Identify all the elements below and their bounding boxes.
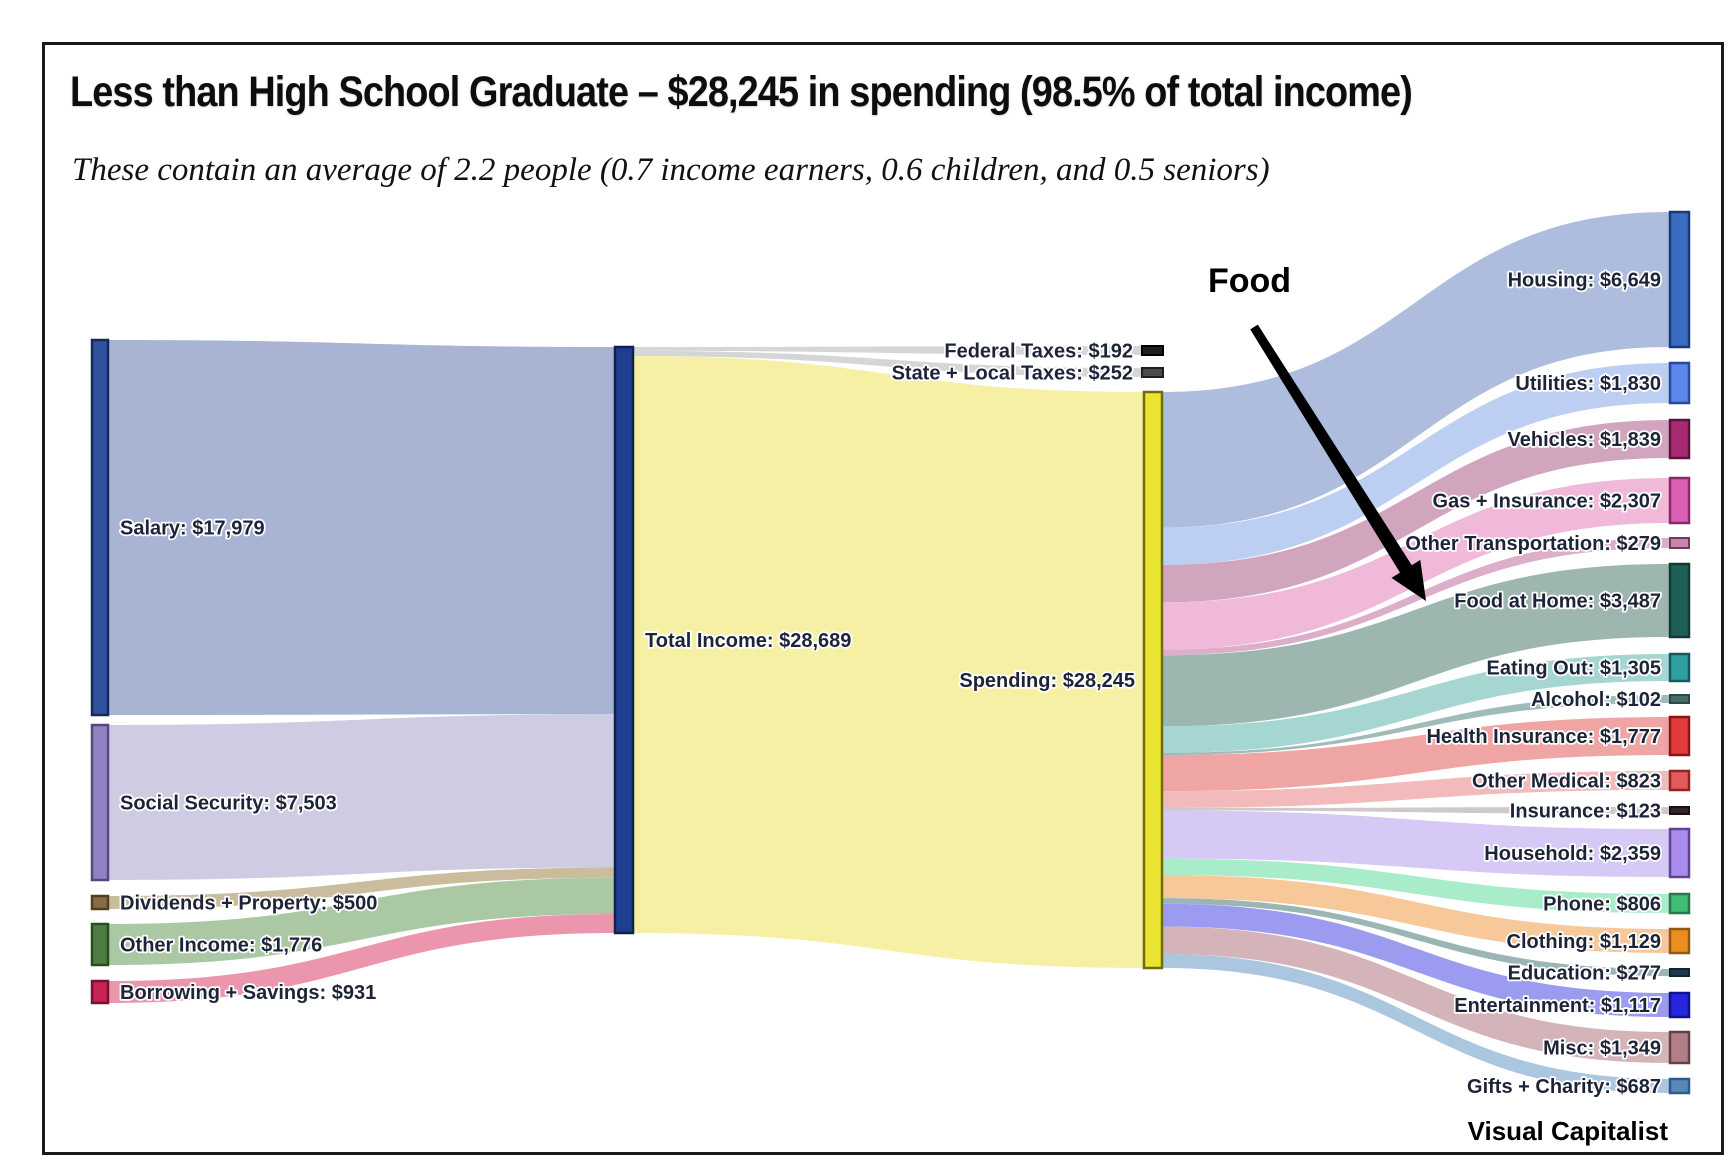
node-other_medical — [1668, 769, 1691, 792]
flow-spending-to-health_insurance — [1162, 717, 1670, 792]
node-vehicles — [1668, 418, 1691, 460]
label-vehicles: Vehicles: $1,839 — [1508, 429, 1661, 451]
node-alcohol — [1669, 694, 1690, 704]
flow-spending-to-utilities — [1162, 363, 1670, 565]
flow-borrowing_savings-to-total_income — [108, 914, 615, 1003]
node-state_local_taxes — [1141, 367, 1164, 378]
flow-spending-to-gifts_charity — [1162, 954, 1670, 1093]
label-salary: Salary: $17,979 — [120, 518, 265, 540]
flow-dividends_property-to-total_income — [108, 867, 615, 909]
node-gifts_charity — [1668, 1077, 1691, 1095]
node-federal_taxes — [1141, 345, 1164, 356]
node-food_at_home — [1668, 562, 1691, 639]
node-borrowing_savings — [90, 979, 110, 1005]
flow-spending-to-vehicles — [1162, 420, 1670, 603]
node-utilities — [1668, 361, 1691, 405]
flow-spending-to-eating_out — [1162, 654, 1670, 753]
sankey-flows — [108, 212, 1670, 1093]
node-household — [1668, 827, 1691, 879]
flow-spending-to-food_at_home — [1162, 564, 1670, 727]
sankey-labels: Salary: $17,979 Social Security: $7,503 Di… — [118, 268, 1663, 1100]
food-annotation-arrow — [1250, 324, 1426, 601]
sankey-nodes — [90, 210, 1691, 1095]
node-phone — [1668, 892, 1691, 915]
label-misc: Misc: $1,349 — [1543, 1038, 1661, 1060]
label-entertainment: Entertainment: $1,117 — [1454, 995, 1661, 1017]
label-eating_out: Eating Out: $1,305 — [1487, 658, 1662, 680]
label-health_insurance: Health Insurance: $1,777 — [1426, 726, 1661, 748]
label-total_income: Total Income: $28,689 — [645, 630, 851, 652]
node-total_income — [613, 345, 635, 935]
flow-spending-to-other_transportation — [1162, 538, 1670, 656]
node-salary — [90, 338, 110, 717]
label-housing: Housing: $6,649 — [1508, 270, 1661, 292]
label-spending: Spending: $28,245 — [959, 670, 1135, 692]
flow-social_security-to-total_income — [108, 714, 615, 880]
node-spending — [1142, 390, 1164, 970]
flow-spending-to-phone — [1162, 858, 1670, 913]
label-phone: Phone: $806 — [1543, 894, 1661, 916]
node-dividends_property — [90, 894, 110, 911]
node-eating_out — [1668, 652, 1691, 683]
flow-other_income-to-total_income — [108, 877, 615, 965]
food-annotation-label: Food — [1208, 262, 1292, 300]
label-gas_insurance: Gas + Insurance: $2,307 — [1433, 491, 1661, 513]
label-insurance: Insurance: $123 — [1510, 801, 1661, 823]
attribution-visual-capitalist: Visual Capitalist — [1467, 1116, 1668, 1146]
node-insurance — [1669, 806, 1690, 815]
node-entertainment — [1668, 991, 1691, 1019]
flow-total_income-to-state_local_taxes — [633, 350, 1142, 377]
node-social_security — [90, 723, 110, 882]
label-household: Household: $2,359 — [1484, 843, 1661, 865]
node-housing — [1668, 210, 1691, 349]
node-other_income — [90, 922, 110, 967]
label-borrowing_savings: Borrowing + Savings: $931 — [120, 982, 376, 1004]
chart-subtitle: These contain an average of 2.2 people (… — [72, 152, 1270, 188]
label-federal_taxes: Federal Taxes: $192 — [944, 341, 1133, 363]
flow-total_income-to-spending — [633, 356, 1144, 969]
flow-spending-to-misc — [1162, 926, 1670, 1063]
label-alcohol: Alcohol: $102 — [1531, 689, 1661, 711]
label-clothing: Clothing: $1,129 — [1507, 931, 1661, 953]
label-other_income: Other Income: $1,776 — [120, 935, 322, 957]
flow-spending-to-clothing — [1162, 875, 1670, 953]
flow-spending-to-housing — [1162, 212, 1670, 528]
label-dividends_property: Dividends + Property: $500 — [120, 893, 377, 915]
flow-spending-to-entertainment — [1162, 903, 1670, 1017]
flow-spending-to-insurance — [1162, 807, 1670, 814]
flow-salary-to-total_income — [108, 340, 615, 715]
label-education: Education: $277 — [1508, 963, 1661, 985]
flow-spending-to-alcohol — [1162, 695, 1670, 755]
label-state_local_taxes: State + Local Taxes: $252 — [892, 363, 1133, 385]
node-gas_insurance — [1668, 476, 1691, 525]
node-clothing — [1668, 927, 1691, 955]
label-utilities: Utilities: $1,830 — [1515, 373, 1661, 395]
flow-spending-to-other_medical — [1162, 771, 1670, 808]
label-other_medical: Other Medical: $823 — [1472, 771, 1661, 793]
label-food_at_home: Food at Home: $3,487 — [1454, 591, 1661, 613]
node-education — [1669, 968, 1690, 977]
label-gifts_charity: Gifts + Charity: $687 — [1467, 1076, 1661, 1098]
node-health_insurance — [1668, 715, 1691, 757]
label-social_security: Social Security: $7,503 — [120, 793, 337, 815]
flow-total_income-to-federal_taxes — [633, 346, 1142, 355]
node-misc — [1668, 1030, 1691, 1065]
chart-title: Less than High School Graduate – $28,245… — [70, 68, 1413, 116]
node-other_transportation — [1669, 537, 1690, 549]
flow-spending-to-education — [1162, 898, 1670, 976]
flow-spending-to-household — [1162, 810, 1670, 877]
label-other_transportation: Other Transportation: $279 — [1405, 533, 1661, 555]
